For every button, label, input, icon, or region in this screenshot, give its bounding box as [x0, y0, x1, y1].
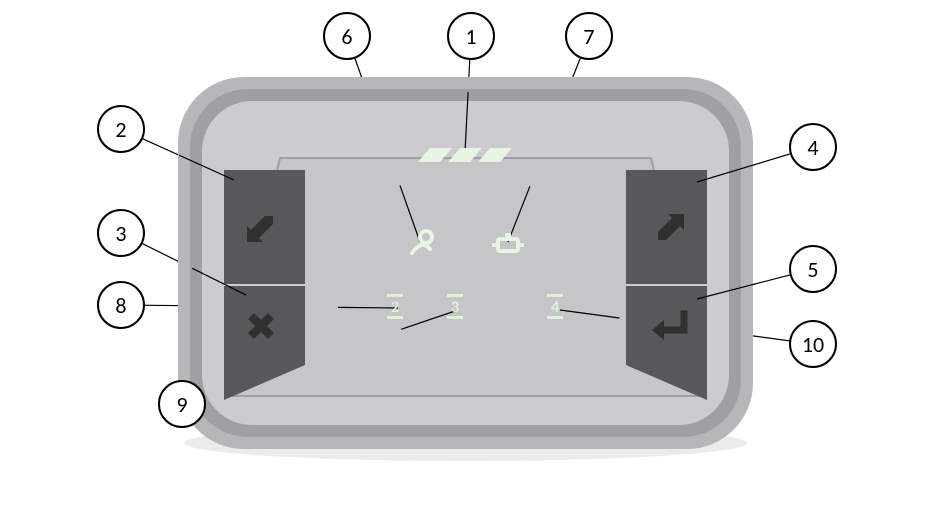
- callout-2: 2: [97, 105, 145, 153]
- callout-7: 7: [565, 12, 613, 60]
- callout-6: 6: [323, 12, 371, 60]
- svg-text:2: 2: [391, 298, 399, 317]
- callout-3: 3: [97, 209, 145, 257]
- svg-text:3: 3: [451, 298, 459, 317]
- callout-10: 10: [789, 320, 837, 368]
- callout-1: 1: [447, 12, 495, 60]
- callout-4: 4: [789, 123, 837, 171]
- callout-5: 5: [789, 245, 837, 293]
- svg-text:4: 4: [551, 298, 559, 317]
- callout-9: 9: [158, 380, 206, 428]
- diagram-root: { "figure": { "type": "infographic", "de…: [0, 0, 943, 508]
- callout-8: 8: [97, 281, 145, 329]
